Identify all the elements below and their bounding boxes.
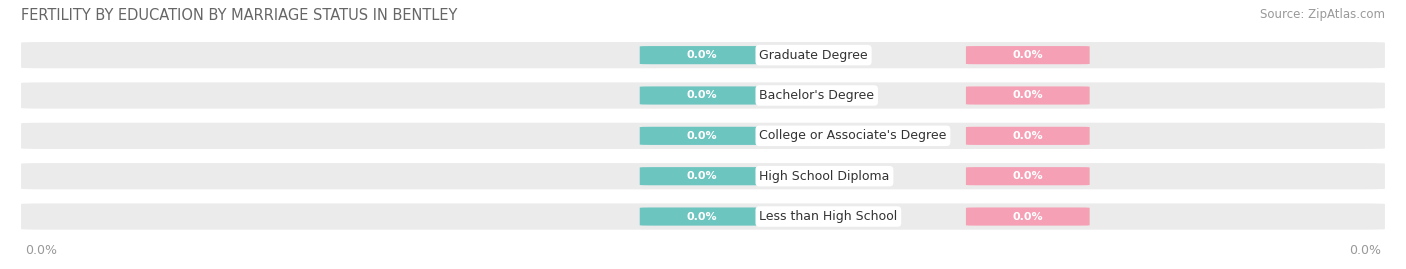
Text: 0.0%: 0.0% — [1012, 211, 1043, 222]
FancyBboxPatch shape — [966, 127, 1090, 145]
FancyBboxPatch shape — [966, 207, 1090, 226]
Text: Bachelor's Degree: Bachelor's Degree — [759, 89, 875, 102]
Text: Graduate Degree: Graduate Degree — [759, 49, 868, 62]
Text: 0.0%: 0.0% — [1012, 50, 1043, 60]
Text: Less than High School: Less than High School — [759, 210, 897, 223]
FancyBboxPatch shape — [21, 82, 1385, 109]
FancyBboxPatch shape — [640, 167, 763, 185]
FancyBboxPatch shape — [966, 86, 1090, 105]
FancyBboxPatch shape — [640, 127, 763, 145]
FancyBboxPatch shape — [966, 46, 1090, 64]
Text: 0.0%: 0.0% — [25, 244, 58, 257]
FancyBboxPatch shape — [21, 203, 1385, 230]
FancyBboxPatch shape — [966, 167, 1090, 185]
Text: 0.0%: 0.0% — [686, 90, 717, 101]
FancyBboxPatch shape — [21, 123, 1385, 149]
FancyBboxPatch shape — [640, 86, 763, 105]
FancyBboxPatch shape — [21, 163, 1385, 189]
Text: 0.0%: 0.0% — [686, 50, 717, 60]
FancyBboxPatch shape — [21, 42, 1385, 68]
FancyBboxPatch shape — [640, 207, 763, 226]
Text: 0.0%: 0.0% — [686, 211, 717, 222]
Text: 0.0%: 0.0% — [686, 131, 717, 141]
Text: Source: ZipAtlas.com: Source: ZipAtlas.com — [1260, 8, 1385, 21]
Text: 0.0%: 0.0% — [1348, 244, 1381, 257]
Text: 0.0%: 0.0% — [1012, 90, 1043, 101]
Text: High School Diploma: High School Diploma — [759, 170, 890, 183]
Text: FERTILITY BY EDUCATION BY MARRIAGE STATUS IN BENTLEY: FERTILITY BY EDUCATION BY MARRIAGE STATU… — [21, 8, 457, 23]
FancyBboxPatch shape — [640, 46, 763, 64]
Text: 0.0%: 0.0% — [1012, 171, 1043, 181]
Text: 0.0%: 0.0% — [686, 171, 717, 181]
Text: College or Associate's Degree: College or Associate's Degree — [759, 129, 946, 142]
Text: 0.0%: 0.0% — [1012, 131, 1043, 141]
